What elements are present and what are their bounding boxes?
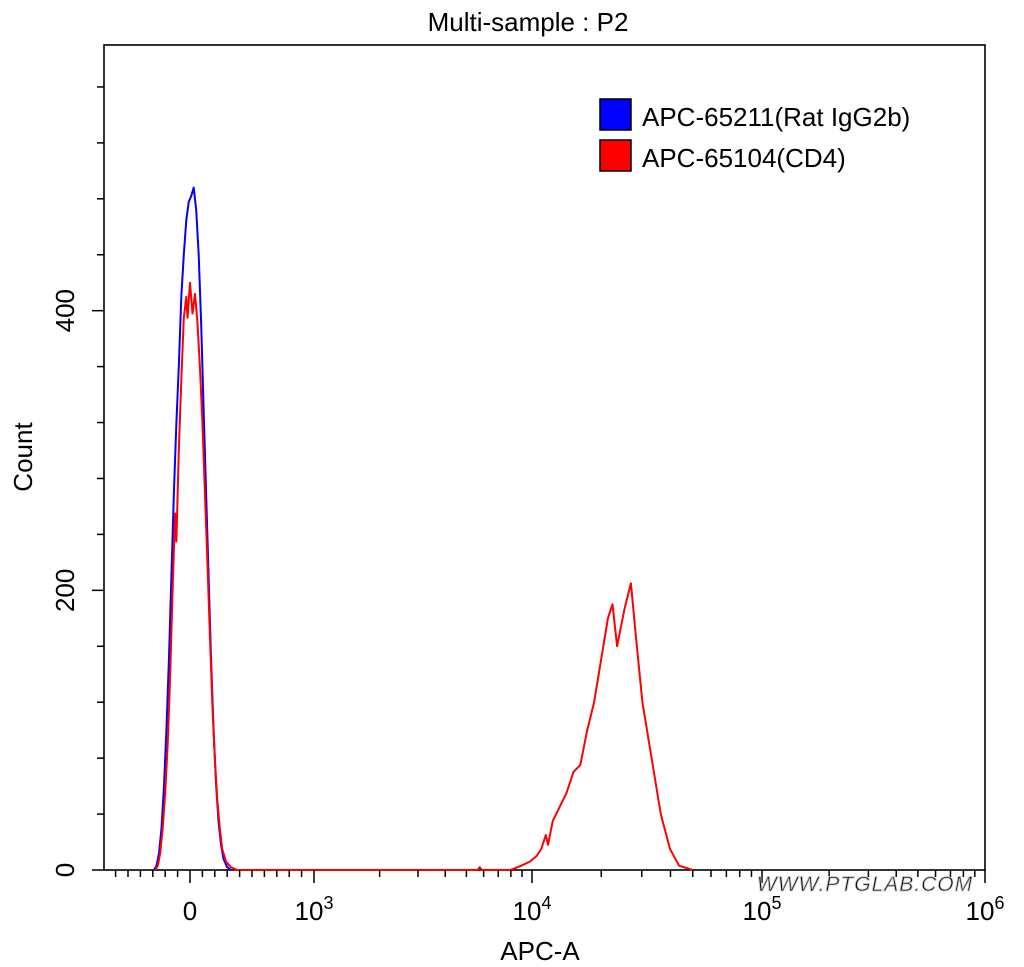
legend-swatch-isotype bbox=[599, 98, 632, 131]
y-tick-label: 200 bbox=[50, 569, 80, 612]
legend-swatch-cd4 bbox=[599, 139, 632, 172]
legend-label-cd4: APC-65104(CD4) bbox=[642, 143, 846, 173]
x-tick-label: 104 bbox=[513, 893, 552, 926]
x-tick-label: 103 bbox=[295, 893, 334, 926]
y-axis: 0 200 400 bbox=[50, 86, 104, 877]
y-tick-label: 400 bbox=[50, 289, 80, 332]
series-line-cd4 bbox=[154, 281, 694, 871]
watermark: WWW.PTGLAB.COM bbox=[757, 873, 973, 896]
x-tick-labels: 0 103 104 105 106 bbox=[183, 893, 1005, 926]
x-tick-label: 105 bbox=[743, 893, 782, 926]
legend: APC-65211(Rat IgG2b) APC-65104(CD4) bbox=[599, 98, 910, 173]
x-axis bbox=[114, 870, 986, 883]
series-layer bbox=[153, 186, 694, 871]
chart-title: Multi-sample : P2 bbox=[428, 7, 629, 37]
plot-frame bbox=[103, 44, 986, 871]
x-axis-label: APC-A bbox=[500, 936, 580, 966]
legend-label-isotype: APC-65211(Rat IgG2b) bbox=[642, 102, 910, 132]
x-tick-label: 106 bbox=[966, 893, 1005, 926]
x-tick-label: 0 bbox=[183, 896, 197, 926]
y-tick-label: 0 bbox=[50, 863, 80, 877]
y-axis-label: Count bbox=[8, 422, 38, 492]
